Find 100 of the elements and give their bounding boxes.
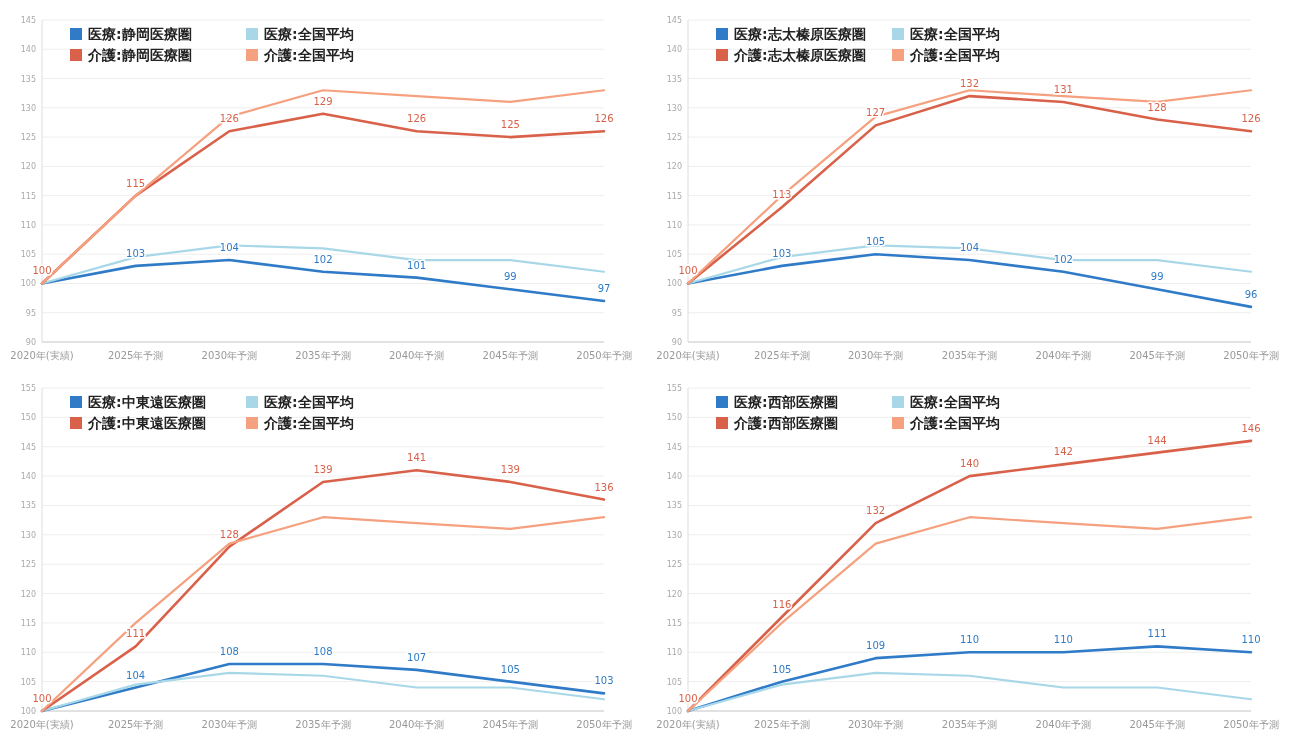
data-label: 110 xyxy=(1241,634,1261,646)
data-label: 103 xyxy=(594,675,614,687)
x-tick-label: 2035年予測 xyxy=(941,719,998,730)
data-label: 136 xyxy=(594,481,614,493)
legend-label: 介護:全国平均 xyxy=(909,47,1000,63)
y-tick-label: 100 xyxy=(20,279,36,289)
y-tick-label: 140 xyxy=(20,472,36,482)
legend-label: 介護:全国平均 xyxy=(909,415,1000,431)
legend-label: 介護:静岡医療圏 xyxy=(87,47,192,63)
data-label: 105 xyxy=(866,236,886,248)
y-tick-label: 135 xyxy=(20,501,36,511)
y-tick-label: 90 xyxy=(25,338,36,347)
data-label: 132 xyxy=(866,505,886,517)
data-label: 111 xyxy=(1147,628,1167,640)
data-label: 132 xyxy=(959,78,980,90)
data-label: 105 xyxy=(500,663,520,675)
x-tick-label: 2025年予測 xyxy=(754,719,810,730)
data-label: 100 xyxy=(678,693,698,704)
x-tick-label: 2040年予測 xyxy=(1035,719,1092,730)
data-label: 116 xyxy=(772,599,792,611)
x-tick-label: 2040年予測 xyxy=(388,350,445,361)
data-label: 108 xyxy=(219,646,239,658)
x-tick-label: 2025年予測 xyxy=(107,719,164,730)
y-tick-label: 155 xyxy=(20,384,36,393)
data-label: 100 xyxy=(32,693,52,704)
data-label: 97 xyxy=(597,283,611,295)
x-tick-label: 2050年予測 xyxy=(1223,350,1279,361)
y-tick-label: 125 xyxy=(666,560,682,570)
data-label: 144 xyxy=(1147,434,1167,446)
data-label: 103 xyxy=(126,247,146,259)
x-tick-label: 2035年予測 xyxy=(941,350,998,361)
data-label: 127 xyxy=(866,107,886,119)
y-tick-label: 120 xyxy=(20,589,36,599)
data-label: 99 xyxy=(503,271,517,283)
y-tick-label: 145 xyxy=(20,16,36,25)
y-tick-label: 105 xyxy=(666,250,682,260)
y-tick-label: 95 xyxy=(25,308,36,318)
x-tick-label: 2045年予測 xyxy=(1129,350,1185,361)
y-tick-label: 150 xyxy=(666,413,682,423)
x-tick-label: 2020年(実績) xyxy=(10,350,74,361)
y-tick-label: 100 xyxy=(666,707,682,716)
x-tick-label: 2050年予測 xyxy=(576,350,632,361)
y-tick-label: 120 xyxy=(20,162,36,172)
y-tick-label: 125 xyxy=(20,133,36,143)
y-tick-label: 110 xyxy=(20,220,36,230)
y-tick-label: 135 xyxy=(666,74,682,84)
data-label: 139 xyxy=(500,463,520,475)
x-tick-label: 2045年予測 xyxy=(482,350,539,361)
legend-label: 医療:全国平均 xyxy=(910,26,1000,42)
x-tick-label: 2035年予測 xyxy=(295,350,351,361)
y-tick-label: 95 xyxy=(671,308,682,318)
y-tick-label: 115 xyxy=(666,618,682,628)
data-label: 107 xyxy=(407,651,427,663)
data-label: 140 xyxy=(959,458,980,470)
y-tick-label: 140 xyxy=(666,45,682,55)
legend-label: 介護:西部医療圏 xyxy=(733,415,838,431)
x-tick-label: 2050年予測 xyxy=(1223,719,1279,730)
data-label: 131 xyxy=(1053,83,1073,95)
data-label: 139 xyxy=(313,463,333,475)
y-tick-label: 120 xyxy=(666,162,682,172)
data-label: 101 xyxy=(407,259,427,271)
legend-label: 医療:中東遠医療圏 xyxy=(88,394,206,410)
y-tick-label: 140 xyxy=(20,45,36,55)
x-tick-label: 2030年予測 xyxy=(847,350,904,361)
x-tick-label: 2050年予測 xyxy=(576,719,632,730)
x-tick-label: 2045年予測 xyxy=(482,719,539,730)
y-tick-label: 145 xyxy=(666,442,682,452)
y-tick-label: 110 xyxy=(666,220,682,230)
y-tick-label: 130 xyxy=(20,530,36,540)
y-tick-label: 100 xyxy=(666,279,682,289)
data-label: 105 xyxy=(772,663,792,675)
y-tick-label: 135 xyxy=(666,501,682,511)
data-label: 103 xyxy=(772,247,792,259)
y-tick-label: 115 xyxy=(20,191,36,201)
x-tick-label: 2035年予測 xyxy=(295,719,351,730)
data-label: 128 xyxy=(219,528,239,540)
y-tick-label: 150 xyxy=(20,413,36,423)
legend-label: 介護:中東遠医療圏 xyxy=(87,415,206,431)
data-label: 110 xyxy=(1053,634,1073,646)
y-tick-label: 110 xyxy=(20,648,36,658)
data-label: 111 xyxy=(126,628,146,640)
data-label: 126 xyxy=(594,113,614,125)
y-tick-label: 105 xyxy=(20,677,36,687)
y-tick-label: 130 xyxy=(666,530,682,540)
y-tick-label: 105 xyxy=(20,250,36,260)
y-tick-label: 140 xyxy=(666,472,682,482)
legend-label: 介護:全国平均 xyxy=(263,415,354,431)
data-label: 126 xyxy=(407,113,427,125)
data-label: 96 xyxy=(1244,288,1258,300)
legend-label: 医療:静岡医療圏 xyxy=(88,26,192,42)
x-tick-label: 2040年予測 xyxy=(388,719,445,730)
x-tick-label: 2040年予測 xyxy=(1035,350,1092,361)
data-label: 104 xyxy=(219,242,239,254)
y-tick-label: 115 xyxy=(666,191,682,201)
legend-label: 介護:志太榛原医療圏 xyxy=(733,47,866,63)
data-label: 125 xyxy=(500,119,520,131)
legend-label: 医療:西部医療圏 xyxy=(734,394,838,410)
x-tick-label: 2030年予測 xyxy=(201,350,258,361)
y-tick-label: 100 xyxy=(20,707,36,716)
y-tick-label: 120 xyxy=(666,589,682,599)
